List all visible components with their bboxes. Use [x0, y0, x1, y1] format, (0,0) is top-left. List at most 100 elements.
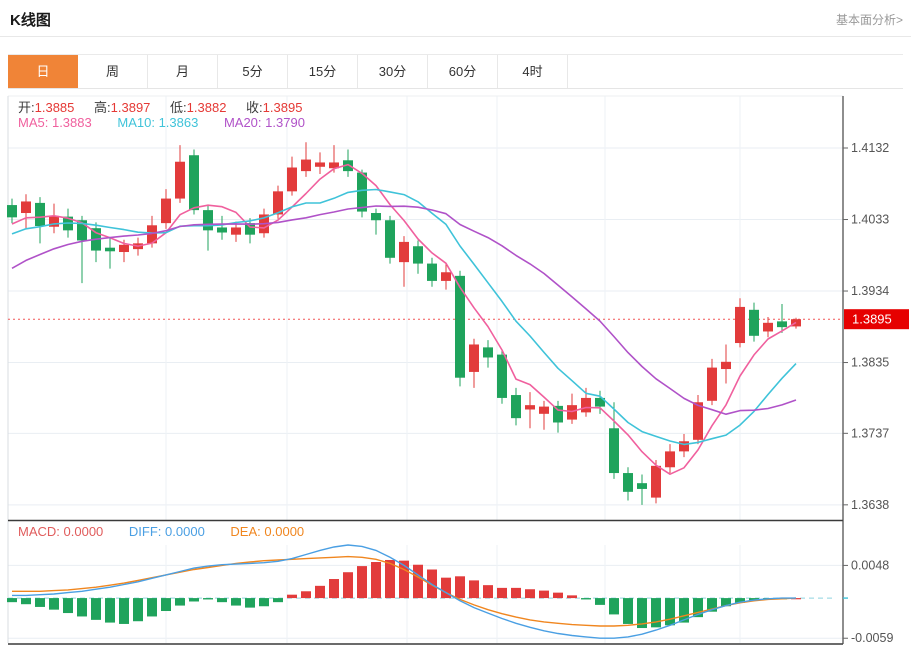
candle-body — [77, 220, 87, 241]
macd-histogram-bar — [651, 598, 661, 628]
macd-histogram-bar — [357, 566, 367, 599]
candle-body — [609, 428, 619, 474]
ma5-line — [11, 163, 797, 476]
candle-body — [357, 172, 367, 212]
macd-histogram-bar — [35, 598, 45, 607]
candle-body — [245, 223, 255, 235]
price-tick-label: 1.3835 — [851, 356, 889, 370]
macd-histogram-bar — [581, 598, 591, 600]
candle-body — [469, 344, 479, 372]
tab-60min[interactable]: 60分 — [428, 55, 498, 88]
macd-histogram-bar — [63, 598, 73, 614]
dea-line — [12, 555, 797, 627]
candle-body — [693, 402, 703, 440]
candle-body — [287, 167, 297, 192]
candle-body — [217, 227, 227, 233]
macd-histogram-bar — [665, 598, 675, 626]
macd-histogram-bar — [133, 598, 143, 622]
fundamental-analysis-link[interactable]: 基本面分析> — [835, 13, 903, 27]
tab-week[interactable]: 周 — [78, 55, 148, 88]
macd-histogram-bar — [511, 587, 521, 599]
macd-histogram-bar — [21, 598, 31, 605]
candle-body — [735, 306, 745, 344]
page-header: K线图 基本面分析> — [0, 0, 911, 37]
tab-30min[interactable]: 30分 — [358, 55, 428, 88]
macd-histogram-bar — [441, 577, 451, 599]
macd-histogram-bar — [343, 572, 353, 599]
macd-histogram-bar — [385, 559, 395, 599]
candle-body — [343, 160, 353, 172]
macd-histogram-bar — [217, 598, 227, 603]
macd-histogram-bar — [567, 595, 577, 599]
ma20-line — [11, 205, 797, 416]
tabbar-filler — [568, 55, 903, 88]
tab-15min[interactable]: 15分 — [288, 55, 358, 88]
candle-body — [119, 244, 129, 253]
candlestick-chart-canvas[interactable]: 1.4132 1.4033 1.3934 1.3835 1.3737 1.3638 1.38… — [0, 91, 911, 651]
candle-body — [413, 246, 423, 264]
page-title: K线图 — [10, 12, 51, 29]
macd-histogram-bar — [553, 592, 563, 599]
candle-body — [147, 225, 157, 244]
candle-body — [553, 405, 563, 423]
tab-month[interactable]: 月 — [148, 55, 218, 88]
macd-histogram-bar — [329, 579, 339, 599]
macd-histogram-bar — [539, 590, 549, 599]
candle-body — [707, 367, 717, 401]
candle-body — [651, 465, 661, 498]
macd-histogram-bar — [315, 585, 325, 599]
macd-histogram-bar — [231, 598, 241, 606]
candle-body — [385, 220, 395, 258]
interval-tabbar: 日 周 月 5分 15分 30分 60分 4时 — [8, 54, 903, 89]
candle-body — [763, 322, 773, 332]
macd-histogram-bar — [105, 598, 115, 623]
tab-day[interactable]: 日 — [8, 55, 78, 88]
macd-histogram-bar — [483, 585, 493, 599]
candle-body — [777, 321, 787, 328]
macd-histogram-bar — [203, 598, 213, 600]
candle-body — [721, 361, 731, 370]
macd-histogram-bar — [273, 598, 283, 603]
macd-histogram-bar — [91, 598, 101, 620]
candle-body — [273, 191, 283, 215]
macd-histogram-bar — [301, 591, 311, 599]
macd-histogram-bar — [161, 598, 171, 612]
macd-tick-label: -0.0059 — [851, 631, 893, 645]
candle-body — [567, 405, 577, 420]
macd-histogram-bar — [49, 598, 59, 610]
candle-body — [749, 309, 759, 336]
candle-body — [623, 473, 633, 492]
macd-histogram-bar — [175, 598, 185, 606]
macd-histogram-bar — [147, 598, 157, 617]
tab-5min[interactable]: 5分 — [218, 55, 288, 88]
tab-4hour[interactable]: 4时 — [498, 55, 568, 88]
candle-body — [581, 397, 591, 413]
macd-histogram-bar — [77, 598, 87, 617]
macd-histogram-bar — [525, 589, 535, 599]
candle-body — [483, 347, 493, 358]
macd-histogram-bar — [413, 564, 423, 599]
candle-body — [21, 201, 31, 214]
candle-body — [105, 247, 115, 252]
price-tick-label: 1.3737 — [851, 426, 889, 440]
macd-histogram-bar — [497, 587, 507, 599]
candle-body — [679, 441, 689, 452]
candle-body — [203, 210, 213, 231]
candle-body — [189, 155, 199, 211]
candle-body — [455, 275, 465, 378]
candle-body — [329, 162, 339, 169]
candle-body — [511, 395, 521, 419]
candle-body — [7, 205, 17, 218]
macd-histogram-bar — [707, 598, 717, 612]
macd-tick-label: 0.0048 — [851, 558, 889, 572]
candle-body — [665, 451, 675, 468]
diff-line — [12, 544, 796, 639]
macd-histogram-bar — [455, 576, 465, 599]
candle-body — [441, 272, 451, 281]
macd-histogram-bar — [609, 598, 619, 615]
price-tick-label: 1.4132 — [851, 141, 889, 155]
candle-body — [35, 202, 45, 227]
macd-histogram-bar — [735, 598, 745, 603]
current-price-label: 1.3895 — [852, 312, 892, 327]
